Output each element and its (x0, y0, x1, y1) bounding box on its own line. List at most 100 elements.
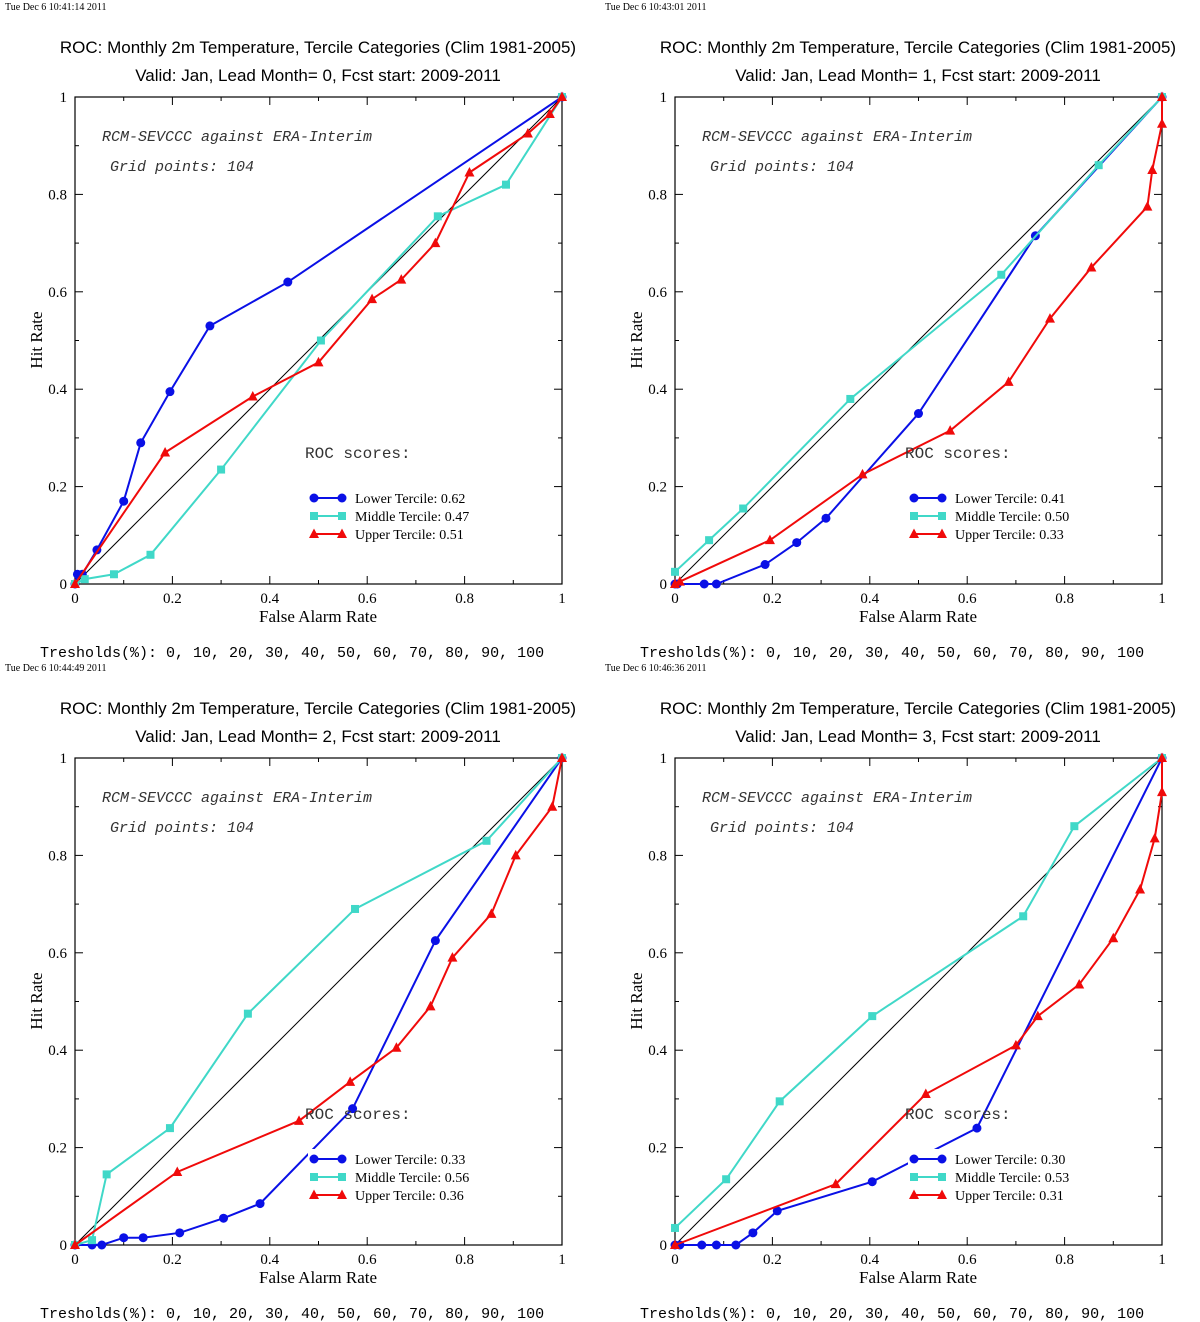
y-tick-label: 0 (660, 577, 668, 593)
series-upper (670, 91, 1167, 588)
legend-label-lower: Lower Tercile: 0.33 (355, 1153, 465, 1168)
x-tick-label: 0 (671, 1252, 679, 1268)
legend-label-lower: Lower Tercile: 0.62 (355, 492, 465, 507)
diagonal-reference-line (674, 757, 1163, 1246)
legend-marker-middle (910, 512, 918, 520)
data-point-upper (172, 1166, 183, 1176)
roc-panel-lead-2: Tue Dec 6 10:44:49 2011 ROC: Monthly 2m T… (0, 661, 600, 1322)
data-point-lower (119, 1233, 129, 1243)
x-axis-label: False Alarm Rate (259, 1268, 377, 1287)
data-point-upper (764, 534, 775, 545)
legend-marker-middle (310, 512, 318, 520)
dataset-annotation: RCM-SEVCCC against ERA-Interim (702, 129, 972, 146)
legend-marker-middle (910, 1173, 918, 1181)
data-point-middle (868, 1012, 877, 1021)
data-point-upper (70, 1239, 80, 1249)
data-point-upper (674, 576, 685, 586)
legend-marker-upper (337, 1189, 347, 1199)
legend-marker-upper (909, 1189, 919, 1199)
chart-title: ROC: Monthly 2m Temperature, Tercile Cat… (660, 699, 1176, 718)
x-tick-label: 0.4 (860, 591, 879, 607)
y-tick-label: 0.4 (648, 382, 667, 398)
legend-marker-lower (909, 493, 919, 503)
y-axis-label: Hit Rate (627, 972, 646, 1029)
roc-chart-lead-0: Tue Dec 6 10:41:14 2011 ROC: Monthly 2m T… (5, 2, 576, 661)
data-point-upper (510, 849, 521, 860)
x-tick-label: 0.4 (260, 591, 279, 607)
legend: Lower Tercile: 0.30 Middle Tercile: 0.53 U… (908, 1149, 1086, 1205)
x-tick-label: 0.6 (958, 591, 977, 607)
data-point-lower (711, 579, 721, 589)
data-point-lower (430, 936, 440, 946)
legend-marker-lower (309, 493, 319, 503)
data-point-lower (283, 277, 293, 287)
data-point-lower (760, 560, 770, 570)
y-tick-label: 1 (60, 751, 68, 767)
chart-subtitle: Valid: Jan, Lead Month= 1, Fcst start: 2… (735, 66, 1101, 85)
data-point-upper (945, 425, 956, 435)
data-point-upper (830, 1178, 841, 1189)
data-point-middle (846, 394, 855, 403)
x-axis-label: False Alarm Rate (859, 607, 977, 626)
grid-points-annotation: Grid points: 104 (710, 820, 854, 837)
roc-scores-title: ROC scores: (905, 445, 1011, 463)
data-point-upper (391, 1042, 402, 1052)
timestamp: Tue Dec 6 10:41:14 2011 (5, 2, 106, 13)
data-point-middle (109, 570, 118, 579)
chart-subtitle: Valid: Jan, Lead Month= 0, Fcst start: 2… (135, 66, 501, 85)
data-point-upper (447, 952, 458, 962)
data-point-lower (165, 387, 175, 397)
legend-marker-upper (909, 528, 919, 538)
x-axis-label: False Alarm Rate (859, 1268, 977, 1287)
diagonal-reference-line (674, 96, 1163, 585)
legend-label-middle: Middle Tercile: 0.53 (955, 1171, 1069, 1186)
data-point-middle (433, 212, 442, 221)
y-axis-label: Hit Rate (27, 972, 46, 1029)
data-point-lower (792, 538, 802, 548)
legend-label-middle: Middle Tercile: 0.50 (955, 510, 1069, 525)
y-tick-label: 0.6 (648, 285, 667, 301)
series-upper (70, 752, 567, 1249)
y-tick-label: 0 (60, 1238, 68, 1254)
legend-label-middle: Middle Tercile: 0.56 (355, 1171, 469, 1186)
legend-marker-upper (337, 528, 347, 538)
x-tick-label: 0.2 (163, 591, 182, 607)
data-point-middle (997, 270, 1006, 279)
data-point-middle (1094, 161, 1103, 170)
y-tick-label: 0.8 (648, 848, 667, 864)
legend-marker-middle (338, 512, 346, 520)
x-tick-label: 0.6 (958, 1252, 977, 1268)
data-point-upper (367, 293, 378, 304)
x-tick-label: 0.8 (1055, 591, 1074, 607)
data-point-middle (739, 504, 748, 513)
data-point-middle (217, 465, 226, 474)
x-tick-label: 0.4 (260, 1252, 279, 1268)
y-tick-label: 0.4 (48, 1043, 67, 1059)
data-point-upper (857, 468, 868, 479)
data-point-upper (547, 801, 558, 811)
data-point-upper (1003, 376, 1014, 386)
data-point-upper (557, 91, 567, 101)
y-tick-label: 0.6 (648, 946, 667, 962)
x-tick-label: 0.2 (163, 1252, 182, 1268)
data-point-lower (175, 1228, 185, 1238)
x-tick-label: 1 (558, 591, 566, 607)
data-point-upper (1157, 752, 1167, 762)
data-point-upper (430, 237, 441, 248)
data-point-upper (1032, 1010, 1043, 1021)
grid-points-annotation: Grid points: 104 (710, 159, 854, 176)
roc-scores-title: ROC scores: (905, 1106, 1011, 1124)
chart-title: ROC: Monthly 2m Temperature, Tercile Cat… (660, 38, 1176, 57)
data-point-upper (1044, 313, 1055, 323)
data-point-upper (247, 391, 258, 401)
x-tick-label: 0.6 (358, 1252, 377, 1268)
grid-points-annotation: Grid points: 104 (110, 820, 254, 837)
legend-label-upper: Upper Tercile: 0.36 (355, 1189, 464, 1204)
legend-label-lower: Lower Tercile: 0.30 (955, 1153, 1065, 1168)
y-tick-label: 0.8 (48, 848, 67, 864)
data-point-upper (1010, 1039, 1021, 1050)
y-tick-label: 0.2 (648, 480, 667, 496)
x-tick-label: 0.4 (860, 1252, 879, 1268)
x-axis-label: False Alarm Rate (259, 607, 377, 626)
data-point-lower (119, 496, 129, 506)
